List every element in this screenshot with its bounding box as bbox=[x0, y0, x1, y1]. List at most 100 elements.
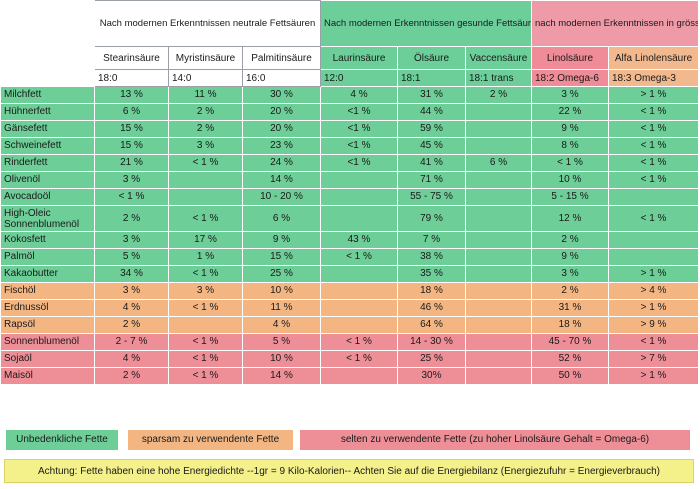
value-cell: > 1 % bbox=[607, 265, 700, 283]
value-cell: 18 % bbox=[397, 282, 466, 300]
value-cell: 38 % bbox=[397, 248, 466, 266]
value-cell bbox=[465, 103, 532, 121]
fat-name: Rinderfett bbox=[0, 154, 95, 172]
value-cell: 6 % bbox=[94, 103, 169, 121]
column-header: Stearinsäure bbox=[94, 46, 169, 70]
fat-name: High-Oleic Sonnenblumenöl bbox=[0, 205, 95, 232]
value-cell: <1 % bbox=[320, 154, 398, 172]
value-cell: 71 % bbox=[397, 171, 466, 189]
fat-name: Erdnussöl bbox=[0, 299, 95, 317]
value-cell: 31 % bbox=[531, 299, 609, 317]
value-cell: 25 % bbox=[242, 265, 321, 283]
fat-name: Sojaöl bbox=[0, 350, 95, 368]
value-cell: > 4 % bbox=[607, 282, 700, 300]
value-cell: > 9 % bbox=[607, 316, 700, 334]
value-cell: > 7 % bbox=[607, 350, 700, 368]
value-cell: 6 % bbox=[465, 154, 532, 172]
value-cell: <1 % bbox=[320, 137, 398, 155]
table-row: Milchfett 13 % 11 % 30 % 4 % 31 % 2 % 3 % > 1 % bbox=[0, 86, 700, 104]
value-cell: < 1 % bbox=[320, 350, 398, 368]
column-header: Myristinsäure bbox=[168, 46, 243, 70]
fat-name: Avocadoöl bbox=[0, 188, 95, 206]
value-cell: < 1 % bbox=[607, 120, 700, 138]
value-cell: 20 % bbox=[242, 120, 321, 138]
value-cell bbox=[320, 188, 398, 206]
value-cell: < 1 % bbox=[168, 205, 243, 232]
value-cell: < 1 % bbox=[607, 333, 700, 351]
fat-name: Maisöl bbox=[0, 367, 95, 385]
value-cell bbox=[465, 316, 532, 334]
energy-note: Achtung: Fette haben eine hohe Energiedi… bbox=[4, 459, 694, 483]
table-row: Maisöl 2 % < 1 % 14 % 30% 50 % > 1 % bbox=[0, 367, 700, 385]
value-cell bbox=[320, 265, 398, 283]
table-row: Fischöl 3 % 3 % 10 % 18 % 2 % > 4 % bbox=[0, 282, 700, 300]
table-body: Milchfett 13 % 11 % 30 % 4 % 31 % 2 % 3 % > 1 % H… bbox=[0, 86, 700, 385]
value-cell bbox=[607, 231, 700, 249]
value-cell: 10 % bbox=[242, 350, 321, 368]
value-cell: 15 % bbox=[242, 248, 321, 266]
value-cell: 25 % bbox=[397, 350, 466, 368]
value-cell: 6 % bbox=[242, 205, 321, 232]
value-cell bbox=[465, 248, 532, 266]
value-cell: 30% bbox=[397, 367, 466, 385]
value-cell bbox=[320, 282, 398, 300]
value-cell: 46 % bbox=[397, 299, 466, 317]
table-row: Schweinefett 15 % 3 % 23 % <1 % 45 % 8 % < 1 % bbox=[0, 137, 700, 155]
value-cell: 2 % bbox=[168, 103, 243, 121]
column-code: 12:0 bbox=[320, 69, 398, 87]
value-cell bbox=[320, 171, 398, 189]
column-code: 18:1 bbox=[397, 69, 466, 87]
value-cell: 4 % bbox=[320, 86, 398, 104]
value-cell: 50 % bbox=[531, 367, 609, 385]
group-healthy-header: Nach modernen Erkenntnissen gesunde Fett… bbox=[320, 0, 532, 47]
value-cell bbox=[465, 137, 532, 155]
table-row: Sojaöl 4 % < 1 % 10 % < 1 % 25 % 52 % > 7 % bbox=[0, 350, 700, 368]
value-cell: 55 - 75 % bbox=[397, 188, 466, 206]
value-cell: < 1 % bbox=[168, 367, 243, 385]
value-cell: 2 % bbox=[94, 205, 169, 232]
column-header: Linolsäure bbox=[531, 46, 609, 70]
fatty-acid-table: Nach modernen Erkenntnissen neutrale Fet… bbox=[0, 0, 700, 385]
value-cell: < 1 % bbox=[607, 154, 700, 172]
value-cell: < 1 % bbox=[168, 154, 243, 172]
value-cell: < 1 % bbox=[168, 265, 243, 283]
value-cell bbox=[465, 120, 532, 138]
value-cell: 8 % bbox=[531, 137, 609, 155]
value-cell: < 1 % bbox=[607, 171, 700, 189]
group-neutral-header: Nach modernen Erkenntnissen neutrale Fet… bbox=[94, 0, 321, 47]
value-cell: 3 % bbox=[168, 282, 243, 300]
value-cell: 1 % bbox=[168, 248, 243, 266]
fat-name: Kokosfett bbox=[0, 231, 95, 249]
table-row: High-Oleic Sonnenblumenöl 2 % < 1 % 6 % 79 %… bbox=[0, 205, 700, 232]
group-unhealthy-header: nach modernen Erkenntnissen in grösseren… bbox=[530, 0, 700, 47]
value-cell: 79 % bbox=[397, 205, 466, 232]
value-cell: 45 % bbox=[397, 137, 466, 155]
value-cell: 3 % bbox=[531, 86, 609, 104]
value-cell: 43 % bbox=[320, 231, 398, 249]
value-cell: 11 % bbox=[242, 299, 321, 317]
table-row: Erdnussöl 4 % < 1 % 11 % 46 % 31 % > 1 % bbox=[0, 299, 700, 317]
table-row: Hühnerfett 6 % 2 % 20 % <1 % 44 % 22 % < 1 % bbox=[0, 103, 700, 121]
fat-name: Gänsefett bbox=[0, 120, 95, 138]
legend-red: selten zu verwendente Fette (zu hoher Li… bbox=[300, 430, 690, 450]
column-header: Alfa Linolensäure bbox=[607, 46, 700, 70]
value-cell: 11 % bbox=[168, 86, 243, 104]
value-cell: <1 % bbox=[320, 120, 398, 138]
value-cell: 2 % bbox=[531, 282, 609, 300]
value-cell: 4 % bbox=[94, 350, 169, 368]
value-cell bbox=[168, 171, 243, 189]
value-cell: 41 % bbox=[397, 154, 466, 172]
value-cell bbox=[465, 367, 532, 385]
corner-cell bbox=[0, 46, 95, 70]
value-cell: 22 % bbox=[531, 103, 609, 121]
legend-orange: sparsam zu verwendente Fette bbox=[128, 430, 293, 450]
value-cell: 4 % bbox=[94, 299, 169, 317]
value-cell: 14 % bbox=[242, 171, 321, 189]
value-cell: 2 % bbox=[465, 86, 532, 104]
value-cell: <1 % bbox=[320, 103, 398, 121]
value-cell: 10 % bbox=[531, 171, 609, 189]
fat-name: Rapsöl bbox=[0, 316, 95, 334]
value-cell: 2 % bbox=[531, 231, 609, 249]
table-row: Kakaobutter 34 % < 1 % 25 % 35 % 3 % > 1 % bbox=[0, 265, 700, 283]
table-row: Gänsefett 15 % 2 % 20 % <1 % 59 % 9 % < 1 % bbox=[0, 120, 700, 138]
